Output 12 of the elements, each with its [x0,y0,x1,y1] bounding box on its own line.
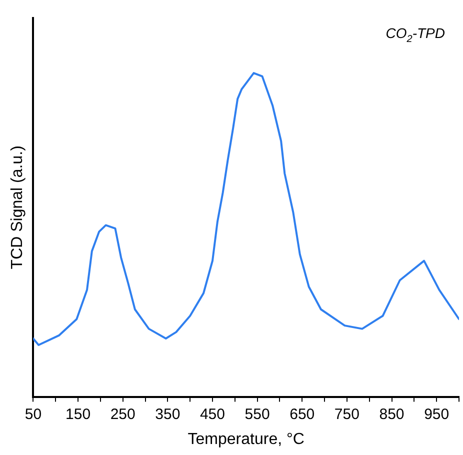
x-tick-label: 450 [200,406,225,423]
x-axis-title: Temperature, °C [188,430,304,448]
x-tick-label: 650 [290,406,315,423]
x-tick-label: 150 [66,406,91,423]
y-axis-title: TCD Signal (a.u.) [9,146,26,270]
x-tick-label: 850 [379,406,404,423]
x-tick-label: 350 [155,406,180,423]
x-tick-label: 950 [424,406,450,423]
x-tick-label: 550 [244,406,270,423]
x-tick-label: 250 [110,406,136,423]
x-tick-label: 750 [334,406,360,423]
x-tick-label: 50 [24,406,42,423]
